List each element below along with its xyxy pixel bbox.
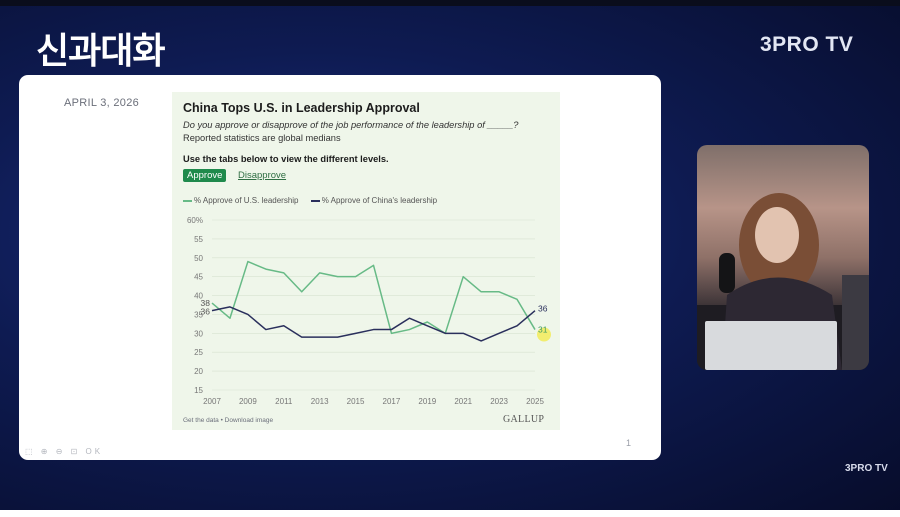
data-point-us [228,317,231,320]
chart-instruction: Use the tabs below to view the different… [183,154,389,164]
legend-item-china: % Approve of China's leadership [310,196,438,205]
data-point-china [444,332,447,335]
tab-approve[interactable]: Approve [183,169,227,182]
end-label-china: 36 [538,304,548,314]
data-point-china [515,324,518,327]
y-tick-label: 35 [194,310,203,319]
slide-viewer-controls[interactable]: ⬚ ⊕ ⊖ ⊡ OK [25,447,104,456]
data-point-us [372,264,375,267]
legend-label-us: % Approve of U.S. leadership [194,196,299,205]
x-tick-label: 2021 [454,397,472,406]
data-point-china [426,324,429,327]
data-point-us [390,332,393,335]
data-point-us [264,268,267,271]
chair [842,275,869,370]
presentation-slide: APRIL 3, 2026 China Tops U.S. in Leaders… [19,75,661,460]
channel-logo-bottom: 3PRO TV [845,463,888,474]
data-point-us [336,275,339,278]
show-title: 신과대화 [36,31,165,72]
legend-label-china: % Approve of China's leadership [321,196,438,205]
data-point-china [498,332,501,335]
data-point-china [246,313,249,316]
data-point-china [390,328,393,331]
tab-disapprove[interactable]: Disapprove [238,170,287,181]
data-point-us [246,260,249,263]
data-point-china [462,332,465,335]
microphone [719,253,735,293]
data-point-us [533,328,536,331]
gallup-chart-card: China Tops U.S. in Leadership Approval D… [172,92,560,430]
gallup-logo: GALLUP [503,414,545,425]
series-line-china [211,306,536,342]
data-point-us [408,328,411,331]
chart-question: Do you approve or disapprove of the job … [183,120,519,130]
slide-date: APRIL 3, 2026 [64,97,140,109]
data-point-china [210,309,213,312]
data-point-china [533,309,536,312]
legend-item-us: % Approve of U.S. leadership [183,196,299,205]
y-tick-label: 30 [194,329,203,338]
data-point-china [318,336,321,339]
data-point-china [264,328,267,331]
data-point-us [210,302,213,305]
data-point-us [354,275,357,278]
x-tick-label: 2009 [239,397,257,406]
x-tick-label: 2011 [275,397,293,406]
x-tick-label: 2015 [347,397,365,406]
x-tick-label: 2025 [526,397,544,406]
data-point-us [282,271,285,274]
x-tick-label: 2019 [418,397,436,406]
x-tick-label: 2023 [490,397,508,406]
y-tick-label: 40 [194,292,203,301]
end-label-us: 31 [538,325,548,335]
y-tick-label: 60% [187,216,203,225]
data-point-us [300,290,303,293]
data-point-us [426,320,429,323]
start-label-china: 36 [201,307,211,317]
x-tick-label: 2007 [203,397,221,406]
top-edge-bar [0,0,900,6]
x-tick-label: 2017 [383,397,401,406]
data-point-china [480,339,483,342]
legend-swatch-china [310,199,320,202]
y-tick-label: 15 [194,386,203,395]
data-point-china [282,324,285,327]
start-label-us: 38 [201,298,211,308]
presenter-image [697,193,869,370]
y-tick-label: 55 [194,235,203,244]
channel-logo-top: 3PRO TV [760,33,854,56]
data-point-us [318,271,321,274]
data-point-us [498,290,501,293]
laptop [705,321,837,370]
chart-legend: % Approve of U.S. leadership % Approve o… [183,196,447,205]
data-point-china [228,305,231,308]
y-tick-label: 50 [194,254,203,263]
data-point-china [300,336,303,339]
slide-page-number: 1 [626,438,632,448]
legend-swatch-us [183,199,192,202]
chart-note: Reported statistics are global medians [183,133,341,143]
presenter-face [755,207,799,263]
presenter-video [697,145,869,370]
data-point-china [372,328,375,331]
chart-title: China Tops U.S. in Leadership Approval [183,101,420,115]
data-point-us [462,275,465,278]
bottom-edge-bar [0,510,900,517]
data-point-china [408,317,411,320]
series-line-us [211,260,536,335]
y-tick-label: 25 [194,348,203,357]
cursor-highlight [537,327,551,342]
y-tick-label: 45 [194,273,203,282]
data-point-china [336,336,339,339]
chart-footer-links[interactable]: Get the data • Download image [183,417,274,424]
data-point-us [480,290,483,293]
x-tick-label: 2013 [311,397,329,406]
data-point-us [515,298,518,301]
y-tick-label: 20 [194,367,203,376]
data-point-china [354,332,357,335]
